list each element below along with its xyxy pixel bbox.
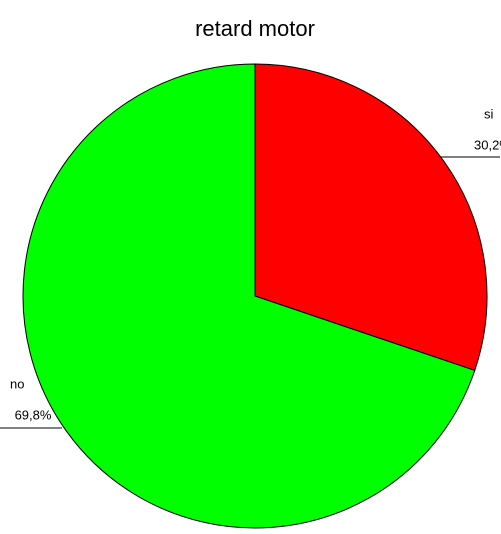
slice-label: si bbox=[484, 106, 494, 121]
pie-slice bbox=[22, 63, 476, 529]
slice-label: no bbox=[10, 376, 24, 391]
value-label: 30,2% bbox=[474, 137, 501, 152]
value-label: 69,8% bbox=[15, 407, 52, 422]
pie-slice bbox=[254, 63, 488, 372]
chart-title: retard motor bbox=[195, 16, 315, 41]
